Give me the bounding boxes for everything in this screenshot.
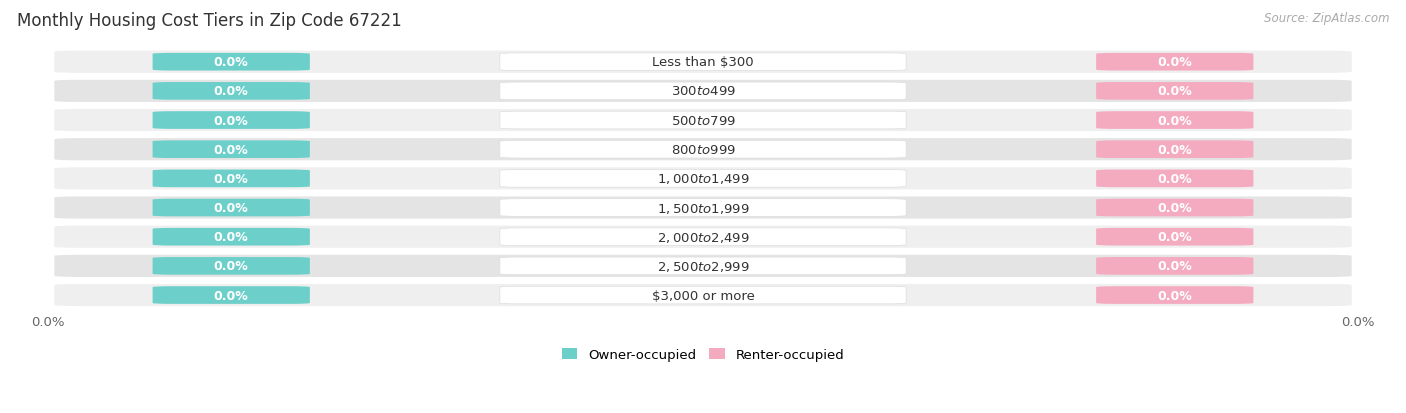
Text: 0.0%: 0.0% — [214, 260, 249, 273]
FancyBboxPatch shape — [55, 52, 1351, 74]
Text: 0.0%: 0.0% — [1157, 85, 1192, 98]
Text: Source: ZipAtlas.com: Source: ZipAtlas.com — [1264, 12, 1389, 25]
FancyBboxPatch shape — [1097, 228, 1253, 246]
FancyBboxPatch shape — [153, 83, 309, 100]
FancyBboxPatch shape — [55, 139, 1351, 161]
FancyBboxPatch shape — [153, 199, 309, 217]
FancyBboxPatch shape — [153, 112, 309, 130]
FancyBboxPatch shape — [55, 255, 1351, 277]
FancyBboxPatch shape — [153, 141, 309, 159]
Text: 0.0%: 0.0% — [214, 173, 249, 185]
Text: $2,000 to $2,499: $2,000 to $2,499 — [657, 230, 749, 244]
Text: $1,000 to $1,499: $1,000 to $1,499 — [657, 172, 749, 186]
FancyBboxPatch shape — [1097, 287, 1253, 304]
FancyBboxPatch shape — [1097, 112, 1253, 130]
Text: 0.0%: 0.0% — [214, 56, 249, 69]
FancyBboxPatch shape — [501, 199, 905, 217]
FancyBboxPatch shape — [55, 197, 1351, 219]
FancyBboxPatch shape — [1097, 199, 1253, 217]
FancyBboxPatch shape — [1097, 83, 1253, 100]
Text: $500 to $799: $500 to $799 — [671, 114, 735, 127]
Text: $3,000 or more: $3,000 or more — [651, 289, 755, 302]
FancyBboxPatch shape — [1097, 170, 1253, 188]
Text: 0.0%: 0.0% — [1157, 202, 1192, 214]
Text: 0.0%: 0.0% — [214, 85, 249, 98]
Text: 0.0%: 0.0% — [1157, 56, 1192, 69]
FancyBboxPatch shape — [1097, 54, 1253, 71]
Text: 0.0%: 0.0% — [214, 289, 249, 302]
Text: 0.0%: 0.0% — [214, 230, 249, 244]
FancyBboxPatch shape — [501, 112, 905, 130]
FancyBboxPatch shape — [153, 257, 309, 275]
FancyBboxPatch shape — [501, 170, 905, 188]
Text: 0.0%: 0.0% — [214, 143, 249, 157]
FancyBboxPatch shape — [55, 226, 1351, 248]
Text: Monthly Housing Cost Tiers in Zip Code 67221: Monthly Housing Cost Tiers in Zip Code 6… — [17, 12, 402, 30]
Text: $2,500 to $2,999: $2,500 to $2,999 — [657, 259, 749, 273]
Text: 0.0%: 0.0% — [1157, 260, 1192, 273]
FancyBboxPatch shape — [55, 168, 1351, 190]
Text: Less than $300: Less than $300 — [652, 56, 754, 69]
FancyBboxPatch shape — [153, 54, 309, 71]
Text: $1,500 to $1,999: $1,500 to $1,999 — [657, 201, 749, 215]
FancyBboxPatch shape — [153, 170, 309, 188]
FancyBboxPatch shape — [501, 141, 905, 159]
Legend: Owner-occupied, Renter-occupied: Owner-occupied, Renter-occupied — [561, 348, 845, 361]
FancyBboxPatch shape — [55, 81, 1351, 103]
Text: 0.0%: 0.0% — [1157, 114, 1192, 127]
Text: $800 to $999: $800 to $999 — [671, 143, 735, 157]
FancyBboxPatch shape — [501, 228, 905, 246]
FancyBboxPatch shape — [501, 287, 905, 304]
FancyBboxPatch shape — [153, 287, 309, 304]
Text: 0.0%: 0.0% — [1157, 173, 1192, 185]
FancyBboxPatch shape — [55, 110, 1351, 132]
Text: 0.0%: 0.0% — [214, 202, 249, 214]
Text: 0.0%: 0.0% — [1157, 230, 1192, 244]
FancyBboxPatch shape — [55, 284, 1351, 306]
FancyBboxPatch shape — [501, 83, 905, 100]
FancyBboxPatch shape — [501, 257, 905, 275]
Text: 0.0%: 0.0% — [1157, 143, 1192, 157]
FancyBboxPatch shape — [1097, 257, 1253, 275]
Text: 0.0%: 0.0% — [1157, 289, 1192, 302]
Text: $300 to $499: $300 to $499 — [671, 85, 735, 98]
FancyBboxPatch shape — [153, 228, 309, 246]
Text: 0.0%: 0.0% — [214, 114, 249, 127]
FancyBboxPatch shape — [1097, 141, 1253, 159]
FancyBboxPatch shape — [501, 54, 905, 71]
